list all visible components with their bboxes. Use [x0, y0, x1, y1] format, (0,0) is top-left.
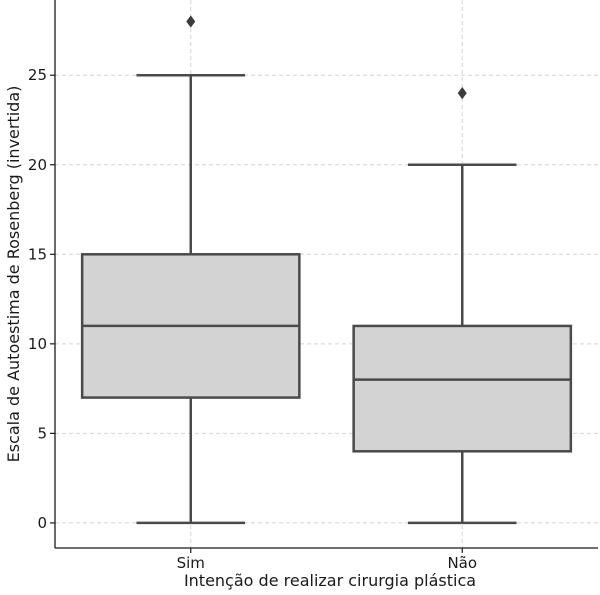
y-tick-label: 15 — [28, 245, 47, 263]
boxes — [80, 15, 573, 525]
box-group-não — [352, 87, 573, 525]
iqr-box — [352, 324, 573, 453]
outlier-marker — [186, 15, 196, 28]
y-tick-label: 25 — [28, 66, 47, 84]
x-axis-label: Intenção de realizar cirurgia plástica — [184, 571, 476, 590]
y-tick-label: 20 — [28, 156, 47, 174]
axes: 0 5 10 15 20 25 Sim Não — [28, 0, 598, 572]
y-axis-label: Escala de Autoestima de Rosenberg (inver… — [4, 86, 23, 463]
y-tick-label: 10 — [28, 335, 47, 353]
box-group-sim — [80, 15, 301, 525]
x-tick-label: Sim — [177, 554, 205, 572]
x-tick-label: Não — [447, 554, 477, 572]
y-tick-label: 0 — [37, 514, 47, 532]
outlier-marker — [457, 87, 467, 100]
y-tick-label: 5 — [37, 424, 47, 442]
